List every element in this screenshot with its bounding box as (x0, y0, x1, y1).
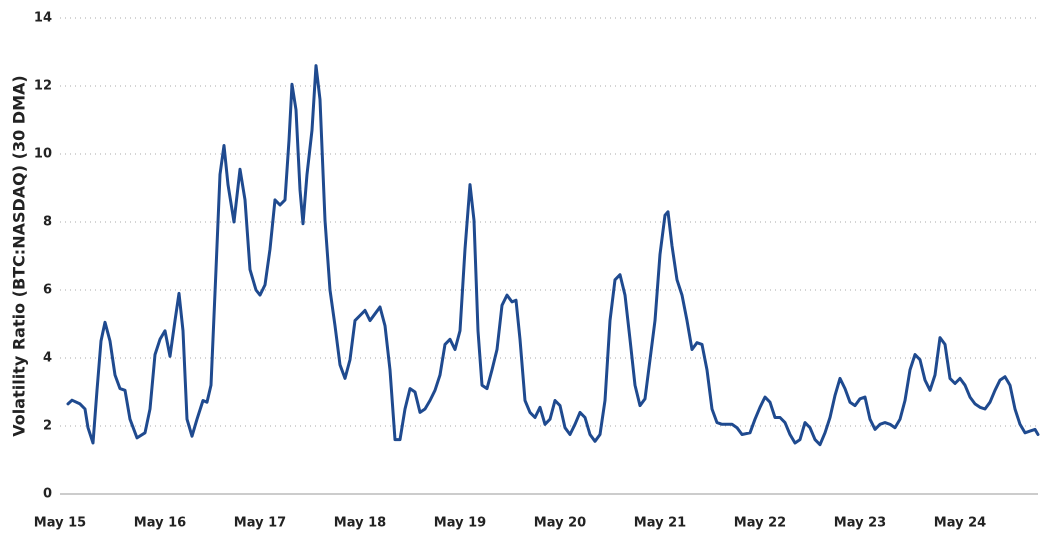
y-tick-label: 0 (43, 487, 52, 502)
x-tick-label: May 23 (834, 516, 886, 531)
x-tick-label: May 19 (434, 516, 486, 531)
x-tick-label: May 18 (334, 516, 386, 531)
data-line (66, 64, 1040, 447)
y-tick-label: 4 (43, 351, 52, 366)
x-tick-label: May 16 (134, 516, 186, 531)
y-tick-label: 8 (43, 215, 52, 230)
x-tick-label: May 22 (734, 516, 786, 531)
x-tick-label: May 20 (534, 516, 586, 531)
y-axis-label: Volatility Ratio (BTC:NASDAQ) (30 DMA) (10, 75, 29, 436)
x-tick-label: May 24 (934, 516, 986, 531)
y-tick-label: 2 (43, 419, 52, 434)
y-tick-label: 6 (43, 283, 52, 298)
x-tick-label: May 17 (234, 516, 286, 531)
x-tick-label: May 15 (34, 516, 86, 531)
y-tick-label: 14 (34, 11, 52, 26)
y-tick-label: 10 (34, 147, 52, 162)
x-tick-label: May 21 (634, 516, 686, 531)
y-tick-label: 12 (34, 79, 52, 94)
